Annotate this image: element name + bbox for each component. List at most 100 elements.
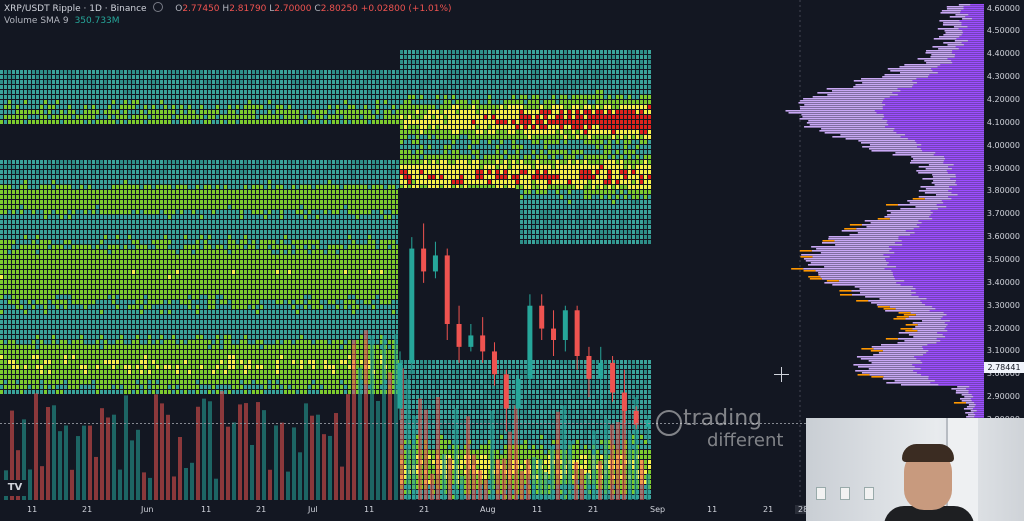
heatmap-cell xyxy=(216,345,219,349)
heatmap-cell xyxy=(156,120,159,124)
heatmap-cell xyxy=(120,100,123,104)
heatmap-cell xyxy=(320,380,323,384)
heatmap-cell xyxy=(276,205,279,209)
heatmap-cell xyxy=(112,225,115,229)
heatmap-cell xyxy=(288,175,291,179)
heatmap-cell xyxy=(256,210,259,214)
heatmap-cell xyxy=(276,300,279,304)
heatmap-cell xyxy=(108,180,111,184)
heatmap-cell xyxy=(288,370,291,374)
heatmap-cell xyxy=(196,225,199,229)
heatmap-cell xyxy=(44,250,47,254)
heatmap-cell xyxy=(312,360,315,364)
heatmap-cell xyxy=(132,190,135,194)
heatmap-cell xyxy=(308,265,311,269)
heatmap-cell xyxy=(92,175,95,179)
heatmap-cell xyxy=(212,295,215,299)
heatmap-cell xyxy=(148,200,151,204)
heatmap-cell xyxy=(212,75,215,79)
heatmap-cell xyxy=(124,385,127,389)
heatmap-cell xyxy=(32,115,35,119)
heatmap-cell xyxy=(148,290,151,294)
heatmap-cell xyxy=(156,215,159,219)
heatmap-cell xyxy=(292,225,295,229)
heatmap-cell xyxy=(76,315,79,319)
heatmap-cell xyxy=(320,315,323,319)
heatmap-cell xyxy=(0,200,3,204)
heatmap-cell xyxy=(148,270,151,274)
heatmap-cell xyxy=(324,270,327,274)
heatmap-cell xyxy=(320,275,323,279)
heatmap-cell xyxy=(24,390,27,394)
heatmap-cell xyxy=(264,300,267,304)
heatmap-cell xyxy=(200,80,203,84)
heatmap-cell xyxy=(116,230,119,234)
heatmap-cell xyxy=(224,270,227,274)
heatmap-cell xyxy=(308,105,311,109)
heatmap-cell xyxy=(52,360,55,364)
heatmap-cell xyxy=(284,265,287,269)
heatmap-cell xyxy=(236,335,239,339)
heatmap-cell xyxy=(280,290,283,294)
heatmap-cell xyxy=(180,200,183,204)
heatmap-cell xyxy=(276,85,279,89)
heatmap-cell xyxy=(200,295,203,299)
heatmap-cell xyxy=(0,250,3,254)
heatmap-cell xyxy=(316,290,319,294)
heatmap-cell xyxy=(252,305,255,309)
heatmap-cell xyxy=(124,165,127,169)
heatmap-cell xyxy=(236,345,239,349)
heatmap-cell xyxy=(216,215,219,219)
heatmap-cell xyxy=(68,210,71,214)
heatmap-cell xyxy=(280,385,283,389)
heatmap-cell xyxy=(260,340,263,344)
heatmap-cell xyxy=(184,70,187,74)
heatmap-cell xyxy=(112,385,115,389)
heatmap-cell xyxy=(28,205,31,209)
heatmap-cell xyxy=(220,115,223,119)
heatmap-cell xyxy=(332,240,335,244)
heatmap-cell xyxy=(184,250,187,254)
heatmap-cell xyxy=(160,195,163,199)
heatmap-cell xyxy=(304,75,307,79)
heatmap-cell xyxy=(44,365,47,369)
heatmap-cell xyxy=(272,335,275,339)
heatmap-cell xyxy=(300,340,303,344)
heatmap-cell xyxy=(68,100,71,104)
heatmap-cell xyxy=(124,275,127,279)
heatmap-cell xyxy=(40,190,43,194)
heatmap-cell xyxy=(192,100,195,104)
heatmap-cell xyxy=(92,220,95,224)
heatmap-cell xyxy=(216,360,219,364)
heatmap-cell xyxy=(248,240,251,244)
heatmap-cell xyxy=(340,245,343,249)
heatmap-cell xyxy=(116,290,119,294)
heatmap-cell xyxy=(236,115,239,119)
heatmap-cell xyxy=(232,235,235,239)
heatmap-cell xyxy=(120,260,123,264)
heatmap-cell xyxy=(316,190,319,194)
heatmap-cell xyxy=(8,360,11,364)
heatmap-cell xyxy=(24,365,27,369)
heatmap-cell xyxy=(176,260,179,264)
heatmap-cell xyxy=(196,280,199,284)
heatmap-cell xyxy=(296,160,299,164)
heatmap-cell xyxy=(164,90,167,94)
heatmap-cell xyxy=(108,300,111,304)
heatmap-cell xyxy=(80,95,83,99)
heatmap-cell xyxy=(200,90,203,94)
heatmap-cell xyxy=(40,365,43,369)
heatmap-cell xyxy=(84,180,87,184)
heatmap-cell xyxy=(196,220,199,224)
heatmap-cell xyxy=(180,180,183,184)
heatmap-cell xyxy=(64,180,67,184)
heatmap-cell xyxy=(116,385,119,389)
heatmap-cell xyxy=(220,200,223,204)
heatmap-cell xyxy=(284,170,287,174)
heatmap-cell xyxy=(76,110,79,114)
heatmap-cell xyxy=(4,385,7,389)
heatmap-cell xyxy=(204,375,207,379)
heatmap-cell xyxy=(80,370,83,374)
heatmap-cell xyxy=(288,220,291,224)
